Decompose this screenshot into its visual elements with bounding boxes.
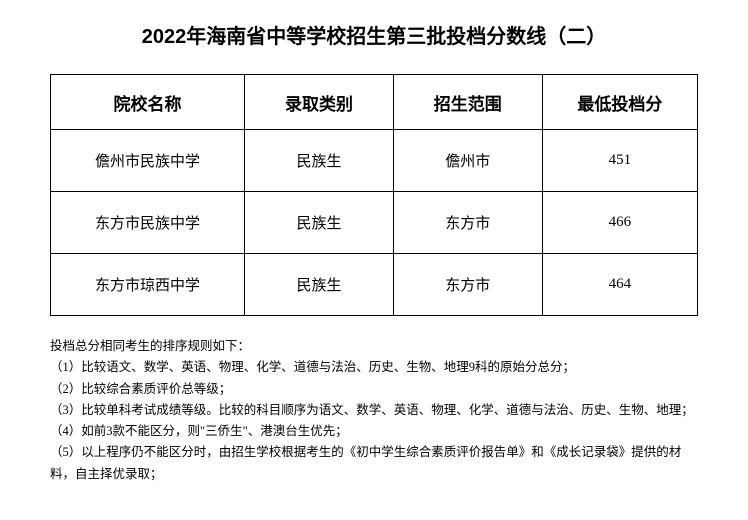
cell-score: 464: [542, 254, 697, 316]
page-title: 2022年海南省中等学校招生第三批投档分数线（二）: [50, 20, 698, 49]
cell-scope: 儋州市: [393, 130, 542, 192]
cell-school: 儋州市民族中学: [51, 130, 245, 192]
table-header-row: 院校名称 录取类别 招生范围 最低投档分: [51, 75, 698, 130]
table-row: 东方市民族中学 民族生 东方市 466: [51, 192, 698, 254]
score-table: 院校名称 录取类别 招生范围 最低投档分 儋州市民族中学 民族生 儋州市 451…: [50, 74, 698, 316]
cell-type: 民族生: [245, 254, 394, 316]
cell-score: 466: [542, 192, 697, 254]
notes-rule: （2）比较综合素质评价总等级；: [50, 379, 698, 400]
cell-type: 民族生: [245, 130, 394, 192]
cell-school: 东方市琼西中学: [51, 254, 245, 316]
cell-school: 东方市民族中学: [51, 192, 245, 254]
cell-type: 民族生: [245, 192, 394, 254]
notes-rule: （5）以上程序仍不能区分时，由招生学校根据考生的《初中学生综合素质评价报告单》和…: [50, 442, 698, 485]
cell-score: 451: [542, 130, 697, 192]
notes-intro: 投档总分相同考生的排序规则如下：: [50, 336, 698, 357]
col-header-score: 最低投档分: [542, 75, 697, 130]
col-header-school: 院校名称: [51, 75, 245, 130]
cell-scope: 东方市: [393, 254, 542, 316]
cell-scope: 东方市: [393, 192, 542, 254]
notes-rule: （4）如前3款不能区分，则"三侨生"、港澳台生优先；: [50, 421, 698, 442]
table-row: 东方市琼西中学 民族生 东方市 464: [51, 254, 698, 316]
col-header-type: 录取类别: [245, 75, 394, 130]
table-row: 儋州市民族中学 民族生 儋州市 451: [51, 130, 698, 192]
notes-rule: （1）比较语文、数学、英语、物理、化学、道德与法治、历史、生物、地理9科的原始分…: [50, 357, 698, 378]
notes-section: 投档总分相同考生的排序规则如下： （1）比较语文、数学、英语、物理、化学、道德与…: [50, 336, 698, 485]
notes-rule: （3）比较单科考试成绩等级。比较的科目顺序为语文、数学、英语、物理、化学、道德与…: [50, 400, 698, 421]
col-header-scope: 招生范围: [393, 75, 542, 130]
